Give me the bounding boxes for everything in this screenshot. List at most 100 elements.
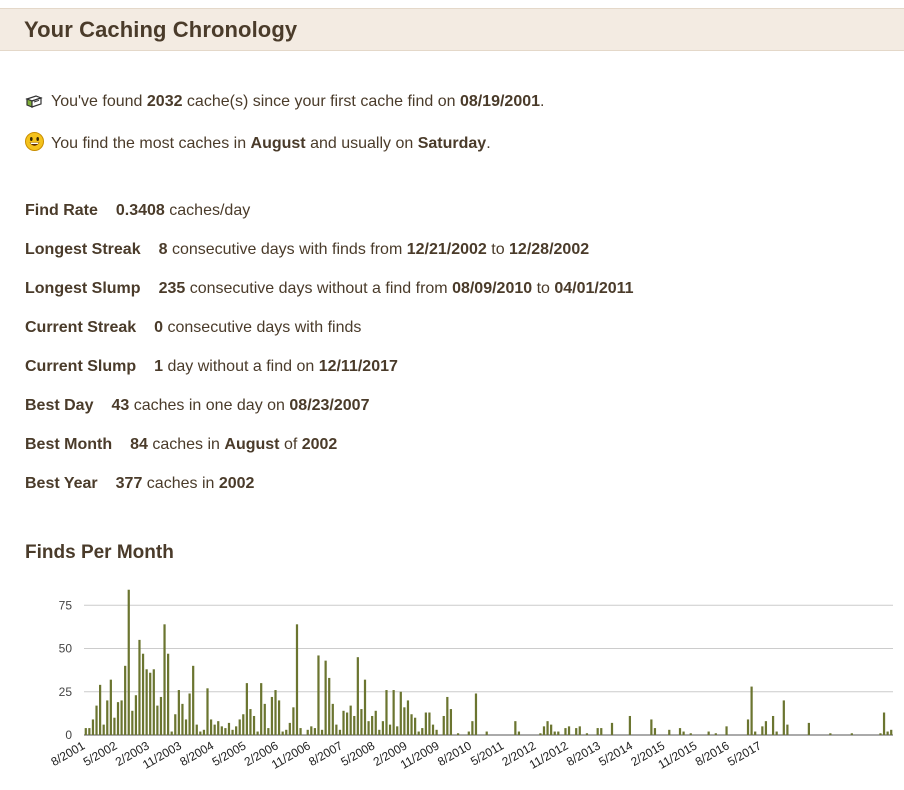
bar xyxy=(120,700,123,735)
bar xyxy=(403,707,406,735)
stat-text: caches in xyxy=(142,475,219,492)
stat-text: to xyxy=(532,280,555,297)
x-tick-label: 8/2013 xyxy=(564,738,603,769)
first-find-date: 08/19/2001 xyxy=(459,93,541,110)
bar xyxy=(174,714,177,735)
bar xyxy=(714,733,717,735)
found-suffix: . xyxy=(540,93,545,110)
bar xyxy=(406,700,410,735)
bar xyxy=(199,731,202,735)
most-suffix: . xyxy=(486,135,491,152)
bar xyxy=(206,688,209,735)
bar xyxy=(109,679,112,735)
bar xyxy=(274,690,277,735)
bar xyxy=(113,717,116,735)
bar xyxy=(170,731,173,735)
bar xyxy=(192,665,195,735)
x-tick-label: 8/2016 xyxy=(693,738,732,769)
bar xyxy=(195,724,198,735)
x-tick-label: 8/2001 xyxy=(49,738,88,769)
stat-value: 8 xyxy=(158,241,168,258)
bar xyxy=(138,639,141,735)
bar xyxy=(381,721,385,735)
stat-date: 08/23/2007 xyxy=(289,397,370,414)
bar xyxy=(270,696,274,735)
x-tick-label: 8/2010 xyxy=(435,738,474,769)
stat-from-date: 08/09/2010 xyxy=(452,280,533,297)
bar xyxy=(131,710,134,735)
bar xyxy=(553,731,556,735)
bar xyxy=(371,715,374,735)
stat-to-date: 04/01/2011 xyxy=(554,280,634,297)
smiley-icon xyxy=(25,132,45,151)
bar xyxy=(385,690,388,735)
stat-from-date: 12/21/2002 xyxy=(406,241,487,258)
stat-best-day: Best Day 43 caches in one day on 08/23/20… xyxy=(25,397,369,415)
bar xyxy=(328,677,331,735)
bar xyxy=(209,719,213,735)
bar xyxy=(202,729,206,735)
bar xyxy=(306,729,309,735)
bar xyxy=(474,693,478,735)
bar xyxy=(786,724,789,735)
bar xyxy=(550,724,553,735)
bar xyxy=(242,714,245,735)
chart-section-title: Finds Per Month xyxy=(25,542,174,563)
found-summary: You've found 2032 cache(s) since your fi… xyxy=(25,93,544,111)
bar xyxy=(761,726,764,735)
bar xyxy=(890,729,893,735)
bar xyxy=(485,731,488,735)
bar xyxy=(882,712,886,735)
bar xyxy=(245,683,248,735)
bar xyxy=(360,709,363,735)
y-tick-label: 75 xyxy=(59,598,73,612)
stat-text: day without a find on xyxy=(163,358,319,375)
bar xyxy=(424,712,427,735)
bar xyxy=(539,733,542,735)
bar xyxy=(356,657,359,735)
bar xyxy=(600,728,603,735)
bar xyxy=(299,728,302,735)
stat-text: caches in xyxy=(147,436,225,453)
stat-label: Longest Streak xyxy=(25,241,141,258)
bar xyxy=(84,728,87,735)
x-tick-label: 5/2008 xyxy=(338,738,377,769)
stat-to-date: 12/28/2002 xyxy=(509,241,590,258)
bar xyxy=(514,721,517,735)
stat-text: caches/day xyxy=(164,202,251,219)
bar xyxy=(252,715,256,735)
stat-value: 84 xyxy=(130,436,148,453)
bar xyxy=(678,728,682,735)
bar xyxy=(331,703,334,735)
bar xyxy=(145,669,148,735)
bar xyxy=(181,703,184,735)
stat-longest-streak: Longest Streak 8 consecutive days with fi… xyxy=(25,241,589,259)
x-tick-label: 5/2002 xyxy=(81,738,120,769)
found-mid: cache(s) since your first cache find on xyxy=(182,93,460,110)
bar xyxy=(277,700,281,735)
bar xyxy=(754,731,757,735)
stat-value: 1 xyxy=(154,358,164,375)
bar xyxy=(310,726,313,735)
bar xyxy=(227,722,231,735)
bar xyxy=(431,724,435,735)
most-mid: and usually on xyxy=(305,135,418,152)
bar xyxy=(184,719,188,735)
bar xyxy=(95,705,98,735)
chart-gridlines xyxy=(84,604,893,736)
bar xyxy=(410,714,413,735)
stat-label: Best Month xyxy=(25,436,113,453)
bar xyxy=(449,709,453,735)
bar xyxy=(295,624,299,735)
bar xyxy=(467,731,470,735)
bar xyxy=(396,726,399,735)
cache-box-icon xyxy=(25,93,45,111)
stat-year: 2002 xyxy=(218,475,255,492)
bar xyxy=(575,728,578,735)
bar xyxy=(324,660,327,735)
bar xyxy=(542,726,546,735)
bar xyxy=(879,733,882,735)
bar xyxy=(338,729,342,735)
stat-text: consecutive days with finds from xyxy=(167,241,407,258)
bar xyxy=(235,726,238,735)
